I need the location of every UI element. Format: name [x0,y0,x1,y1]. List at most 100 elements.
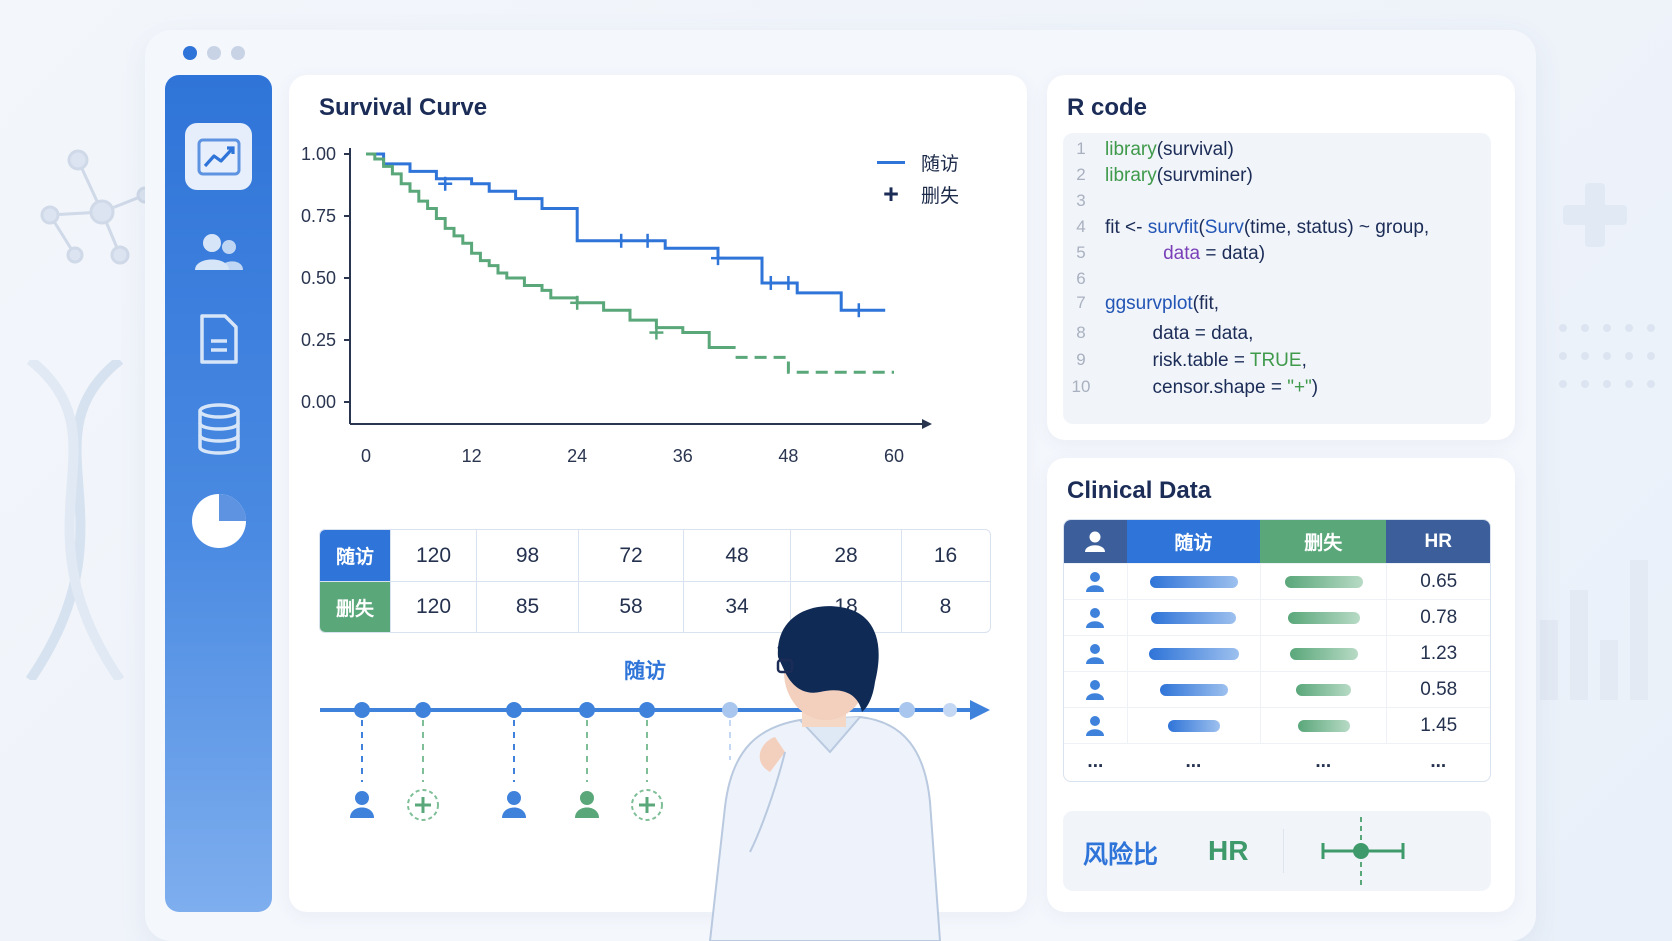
hazard-ratio-card: 风险比 HR [1063,811,1491,891]
code-line[interactable]: 7 ggsurvplot(fit, [1063,293,1219,315]
person-icon [575,791,599,818]
timeline-node[interactable] [639,702,655,718]
line-number: 9 [1076,350,1086,369]
followup-bar-cell [1126,708,1260,743]
line-number: 10 [1071,377,1091,396]
divider [1283,829,1284,873]
censored-bar-cell [1260,636,1386,671]
timeline-node[interactable] [354,702,370,718]
risk-cell: 8 [901,582,989,632]
risk-cell: 120 [390,530,476,581]
ellipsis-cell: ... [1430,750,1447,772]
timeline-node[interactable] [415,702,431,718]
timeline-node[interactable] [899,702,915,718]
hr-value: 1.45 [1386,708,1490,743]
person-icon [502,791,526,818]
molecule-decoration [40,149,154,265]
table-row-ellipsis: ............ [1064,743,1490,779]
dna-decoration [25,360,125,680]
risk-cell: 72 [578,530,683,581]
patient-cell [1064,636,1127,671]
timeline-node[interactable] [579,702,595,718]
sidebar-item-reports[interactable] [185,305,252,372]
sidebar-item-database[interactable] [185,395,252,462]
table-header-patient[interactable] [1064,520,1127,563]
risk-cell: 34 [683,582,790,632]
database-icon [197,402,240,455]
forest-plot-icon [1321,817,1405,885]
table-row[interactable]: 0.65 [1064,563,1490,599]
code-line[interactable]: 9 risk.table = TRUE, [1063,350,1307,372]
timeline-node[interactable] [722,702,738,718]
window-controls [183,46,245,60]
sidebar-item-charts[interactable] [185,123,252,190]
ellipsis-cell: ... [1315,750,1332,772]
followup-bar [1159,683,1228,696]
code-line[interactable]: 1 library(survival) [1063,139,1234,161]
bar-decoration [1540,560,1648,700]
code-line[interactable]: 3 [1063,191,1105,211]
code-line[interactable]: 8 data = data, [1063,323,1253,345]
risk-cell: 120 [390,582,476,632]
researcher-illustration [708,606,942,941]
person-icon [1086,715,1105,736]
hazard-ratio-label: 风险比 [1083,841,1159,869]
table-row[interactable]: 0.78 [1064,599,1490,635]
follow-up-timeline [320,700,990,821]
code-line[interactable]: 5 data = data) [1063,243,1265,265]
window-dot-maximize[interactable] [231,46,245,60]
hr-value: 0.65 [1386,564,1490,599]
sidebar-item-patients[interactable] [185,218,252,285]
risk-cell: 16 [901,530,989,581]
table-header-hr[interactable]: HR [1386,520,1490,563]
document-icon [199,313,238,364]
window-dot-minimize[interactable] [207,46,221,60]
code-token [1105,243,1163,264]
window-dot-close[interactable] [183,46,197,60]
survival-chart: 1.00 0.75 0.50 0.25 0.00 0 12 24 36 48 60 [301,144,932,466]
code-token: data [1163,243,1201,264]
line-number: 5 [1076,243,1086,262]
censored-bar-cell [1260,564,1386,599]
followup-bar [1151,611,1237,624]
code-token: Surv [1204,217,1244,238]
person-icon [350,791,374,818]
hazard-ratio-abbrev: HR [1208,835,1249,866]
code-line[interactable]: 4 fit <- survfit(Surv(time, status) ~ gro… [1063,217,1429,239]
line-number: 3 [1076,191,1086,210]
plus-icon: + [883,178,899,209]
table-row[interactable]: 0.58 [1064,671,1490,707]
table-header-censored[interactable]: 删失 [1260,520,1387,563]
code-token: risk.table = [1105,350,1250,371]
table-header-followup[interactable]: 随访 [1126,520,1261,563]
x-axis-arrow [922,419,932,429]
sidebar-item-statistics[interactable] [185,487,252,554]
code-line[interactable]: 6 [1063,269,1105,289]
followup-bar-cell [1126,564,1260,599]
code-token: data = data, [1105,323,1254,344]
ellipsis-cell: ... [1087,750,1104,772]
timeline-node[interactable] [943,703,957,717]
x-tick-label: 24 [567,446,587,466]
survival-line-followup [366,152,886,312]
code-line[interactable]: 10 censor.shape = "+") [1063,377,1319,399]
patient-cell [1064,564,1127,599]
risk-row-followup: 随访 120 98 72 48 28 16 [320,530,990,581]
pie-chart-icon [191,493,246,548]
table-row[interactable]: 1.45 [1064,707,1490,743]
code-editor[interactable]: 1 library(survival) 2 library(survminer) 3 4 f… [1063,133,1491,424]
legend-followup-label: 随访 [921,153,960,175]
table-row[interactable]: 1.23 [1064,635,1490,671]
line-number: 7 [1076,293,1086,312]
x-tick-label: 36 [673,446,693,466]
risk-cell: 85 [476,582,578,632]
censored-bar [1297,719,1350,732]
ellipsis-cell: ... [1185,750,1202,772]
code-line[interactable]: 2 library(survminer) [1063,165,1253,187]
y-tick-label: 1.00 [301,144,336,164]
code-token: (fit, [1192,293,1220,314]
person-icon [1086,571,1105,592]
timeline-node[interactable] [506,702,522,718]
censored-bar [1284,575,1363,588]
x-tick-label: 12 [462,446,482,466]
